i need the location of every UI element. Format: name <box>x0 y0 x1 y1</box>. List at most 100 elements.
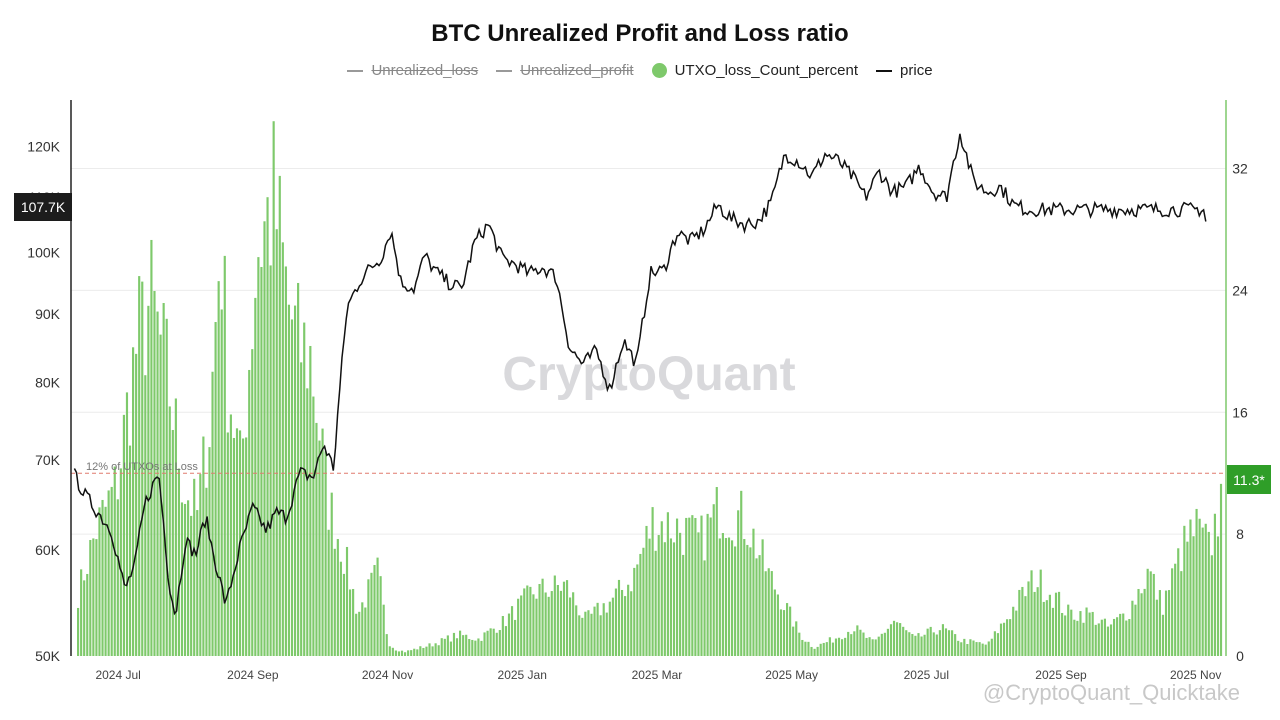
utxo-loss-bar <box>1088 612 1091 656</box>
utxo-loss-bar <box>495 632 498 656</box>
utxo-loss-bar <box>547 596 550 656</box>
utxo-loss-bar <box>403 652 407 656</box>
legend-unrealized-profit[interactable]: Unrealized_profit <box>496 62 634 79</box>
legend-price[interactable]: price <box>876 62 933 79</box>
utxo-loss-bar <box>1140 593 1143 656</box>
utxo-loss-bar <box>947 630 951 656</box>
utxo-loss-bar <box>902 626 905 656</box>
utxo-loss-bar <box>877 636 880 656</box>
utxo-loss-bar <box>599 615 602 656</box>
utxo-loss-bar <box>501 616 504 656</box>
utxo-loss-bar <box>1189 519 1192 656</box>
utxo-loss-bar <box>1024 596 1027 656</box>
utxo-loss-bar <box>1054 592 1058 656</box>
utxo-loss-bar <box>773 589 776 656</box>
utxo-loss-bar <box>492 628 495 656</box>
utxo-loss-bar <box>205 487 208 656</box>
utxo-loss-bar <box>300 362 303 656</box>
left-tick-label: 120K <box>27 139 60 155</box>
utxo-loss-bar <box>923 634 926 656</box>
utxo-loss-bar <box>132 347 135 656</box>
utxo-loss-bar <box>235 428 239 656</box>
utxo-loss-bar <box>999 623 1003 656</box>
utxo-loss-bar <box>880 633 883 656</box>
utxo-loss-bar <box>315 422 318 656</box>
utxo-loss-bar <box>342 573 346 656</box>
utxo-loss-bar <box>254 297 257 656</box>
utxo-loss-bar <box>761 539 764 656</box>
utxo-loss-bar <box>352 588 355 656</box>
utxo-loss-bar <box>465 634 468 656</box>
utxo-loss-bar <box>419 646 422 656</box>
x-axis-ticks: 2024 Jul 2024 Sep 2024 Nov 2025 Jan 2025 Mar… <box>95 668 1221 682</box>
utxo-loss-bar <box>520 595 523 656</box>
utxo-loss-bar <box>165 318 168 656</box>
utxo-loss-bar <box>517 598 520 656</box>
right-tick-label: 16 <box>1232 404 1248 420</box>
utxo-loss-bar <box>1067 604 1070 656</box>
utxo-loss-bar <box>993 631 996 656</box>
utxo-loss-bar <box>413 648 416 656</box>
utxo-loss-bar <box>1112 618 1116 656</box>
x-tick-label: 2025 Jan <box>498 668 547 682</box>
utxo-loss-bar <box>789 606 792 656</box>
left-tick-label: 80K <box>35 375 61 391</box>
watermark: CryptoQuant <box>502 348 795 401</box>
utxo-loss-bar <box>202 436 205 656</box>
utxo-loss-bar <box>908 632 911 656</box>
legend-unrealized-loss[interactable]: Unrealized_loss <box>347 62 478 79</box>
right-axis-ticks: 0 8 16 24 32 <box>1232 161 1248 664</box>
utxo-loss-bar <box>721 533 724 656</box>
utxo-loss-bar <box>1171 568 1174 656</box>
utxo-loss-bar <box>275 229 278 656</box>
utxo-loss-bar <box>813 648 816 656</box>
utxo-loss-bar <box>941 624 945 656</box>
utxo-loss-bar <box>1051 607 1055 656</box>
utxo-loss-bar <box>914 635 917 656</box>
utxo-loss-bar <box>559 590 563 656</box>
utxo-loss-bar <box>672 542 676 656</box>
utxo-loss-bar <box>119 468 122 656</box>
utxo-loss-bar <box>981 643 984 656</box>
utxo-loss-bar <box>177 468 181 656</box>
legend-label: price <box>900 62 933 79</box>
utxo-loss-bar <box>229 414 232 656</box>
utxo-loss-bar <box>657 535 660 656</box>
utxo-loss-bars <box>77 121 1223 657</box>
line-swatch-icon <box>347 69 364 72</box>
utxo-loss-bar <box>1149 571 1152 656</box>
legend-label: UTXO_loss_Count_percent <box>674 62 859 79</box>
utxo-loss-bar <box>104 506 107 656</box>
utxo-loss-bar <box>1076 620 1079 656</box>
utxo-loss-bar <box>1152 573 1155 656</box>
current-percent-badge <box>1227 465 1271 494</box>
utxo-loss-bar <box>660 521 663 656</box>
utxo-loss-bar <box>211 371 214 656</box>
utxo-loss-bar <box>1109 624 1113 656</box>
utxo-loss-bar <box>1064 615 1067 656</box>
utxo-loss-bar <box>526 585 529 656</box>
utxo-loss-bar <box>232 437 236 656</box>
utxo-loss-bar <box>990 638 993 656</box>
utxo-loss-bar <box>324 451 327 656</box>
utxo-loss-bar <box>251 349 254 656</box>
utxo-loss-bar <box>138 276 141 656</box>
utxo-loss-bar <box>449 641 452 656</box>
utxo-loss-bar <box>1042 601 1045 656</box>
utxo-loss-bar <box>1039 569 1042 656</box>
utxo-loss-bar <box>746 544 749 656</box>
right-tick-label: 0 <box>1236 648 1244 664</box>
utxo-loss-bar <box>196 510 199 656</box>
utxo-loss-bar <box>1015 610 1018 656</box>
utxo-loss-bar <box>180 502 184 656</box>
utxo-loss-bar <box>987 641 990 656</box>
utxo-loss-bar <box>1030 570 1033 656</box>
legend-label: Unrealized_profit <box>520 62 634 79</box>
utxo-loss-bar <box>1085 607 1088 656</box>
utxo-loss-bar <box>651 507 654 656</box>
utxo-loss-bar <box>1131 600 1134 656</box>
legend-utxo-loss-count-percent[interactable]: UTXO_loss_Count_percent <box>651 62 859 79</box>
utxo-loss-bar <box>110 486 113 656</box>
utxo-loss-bar <box>532 594 535 656</box>
